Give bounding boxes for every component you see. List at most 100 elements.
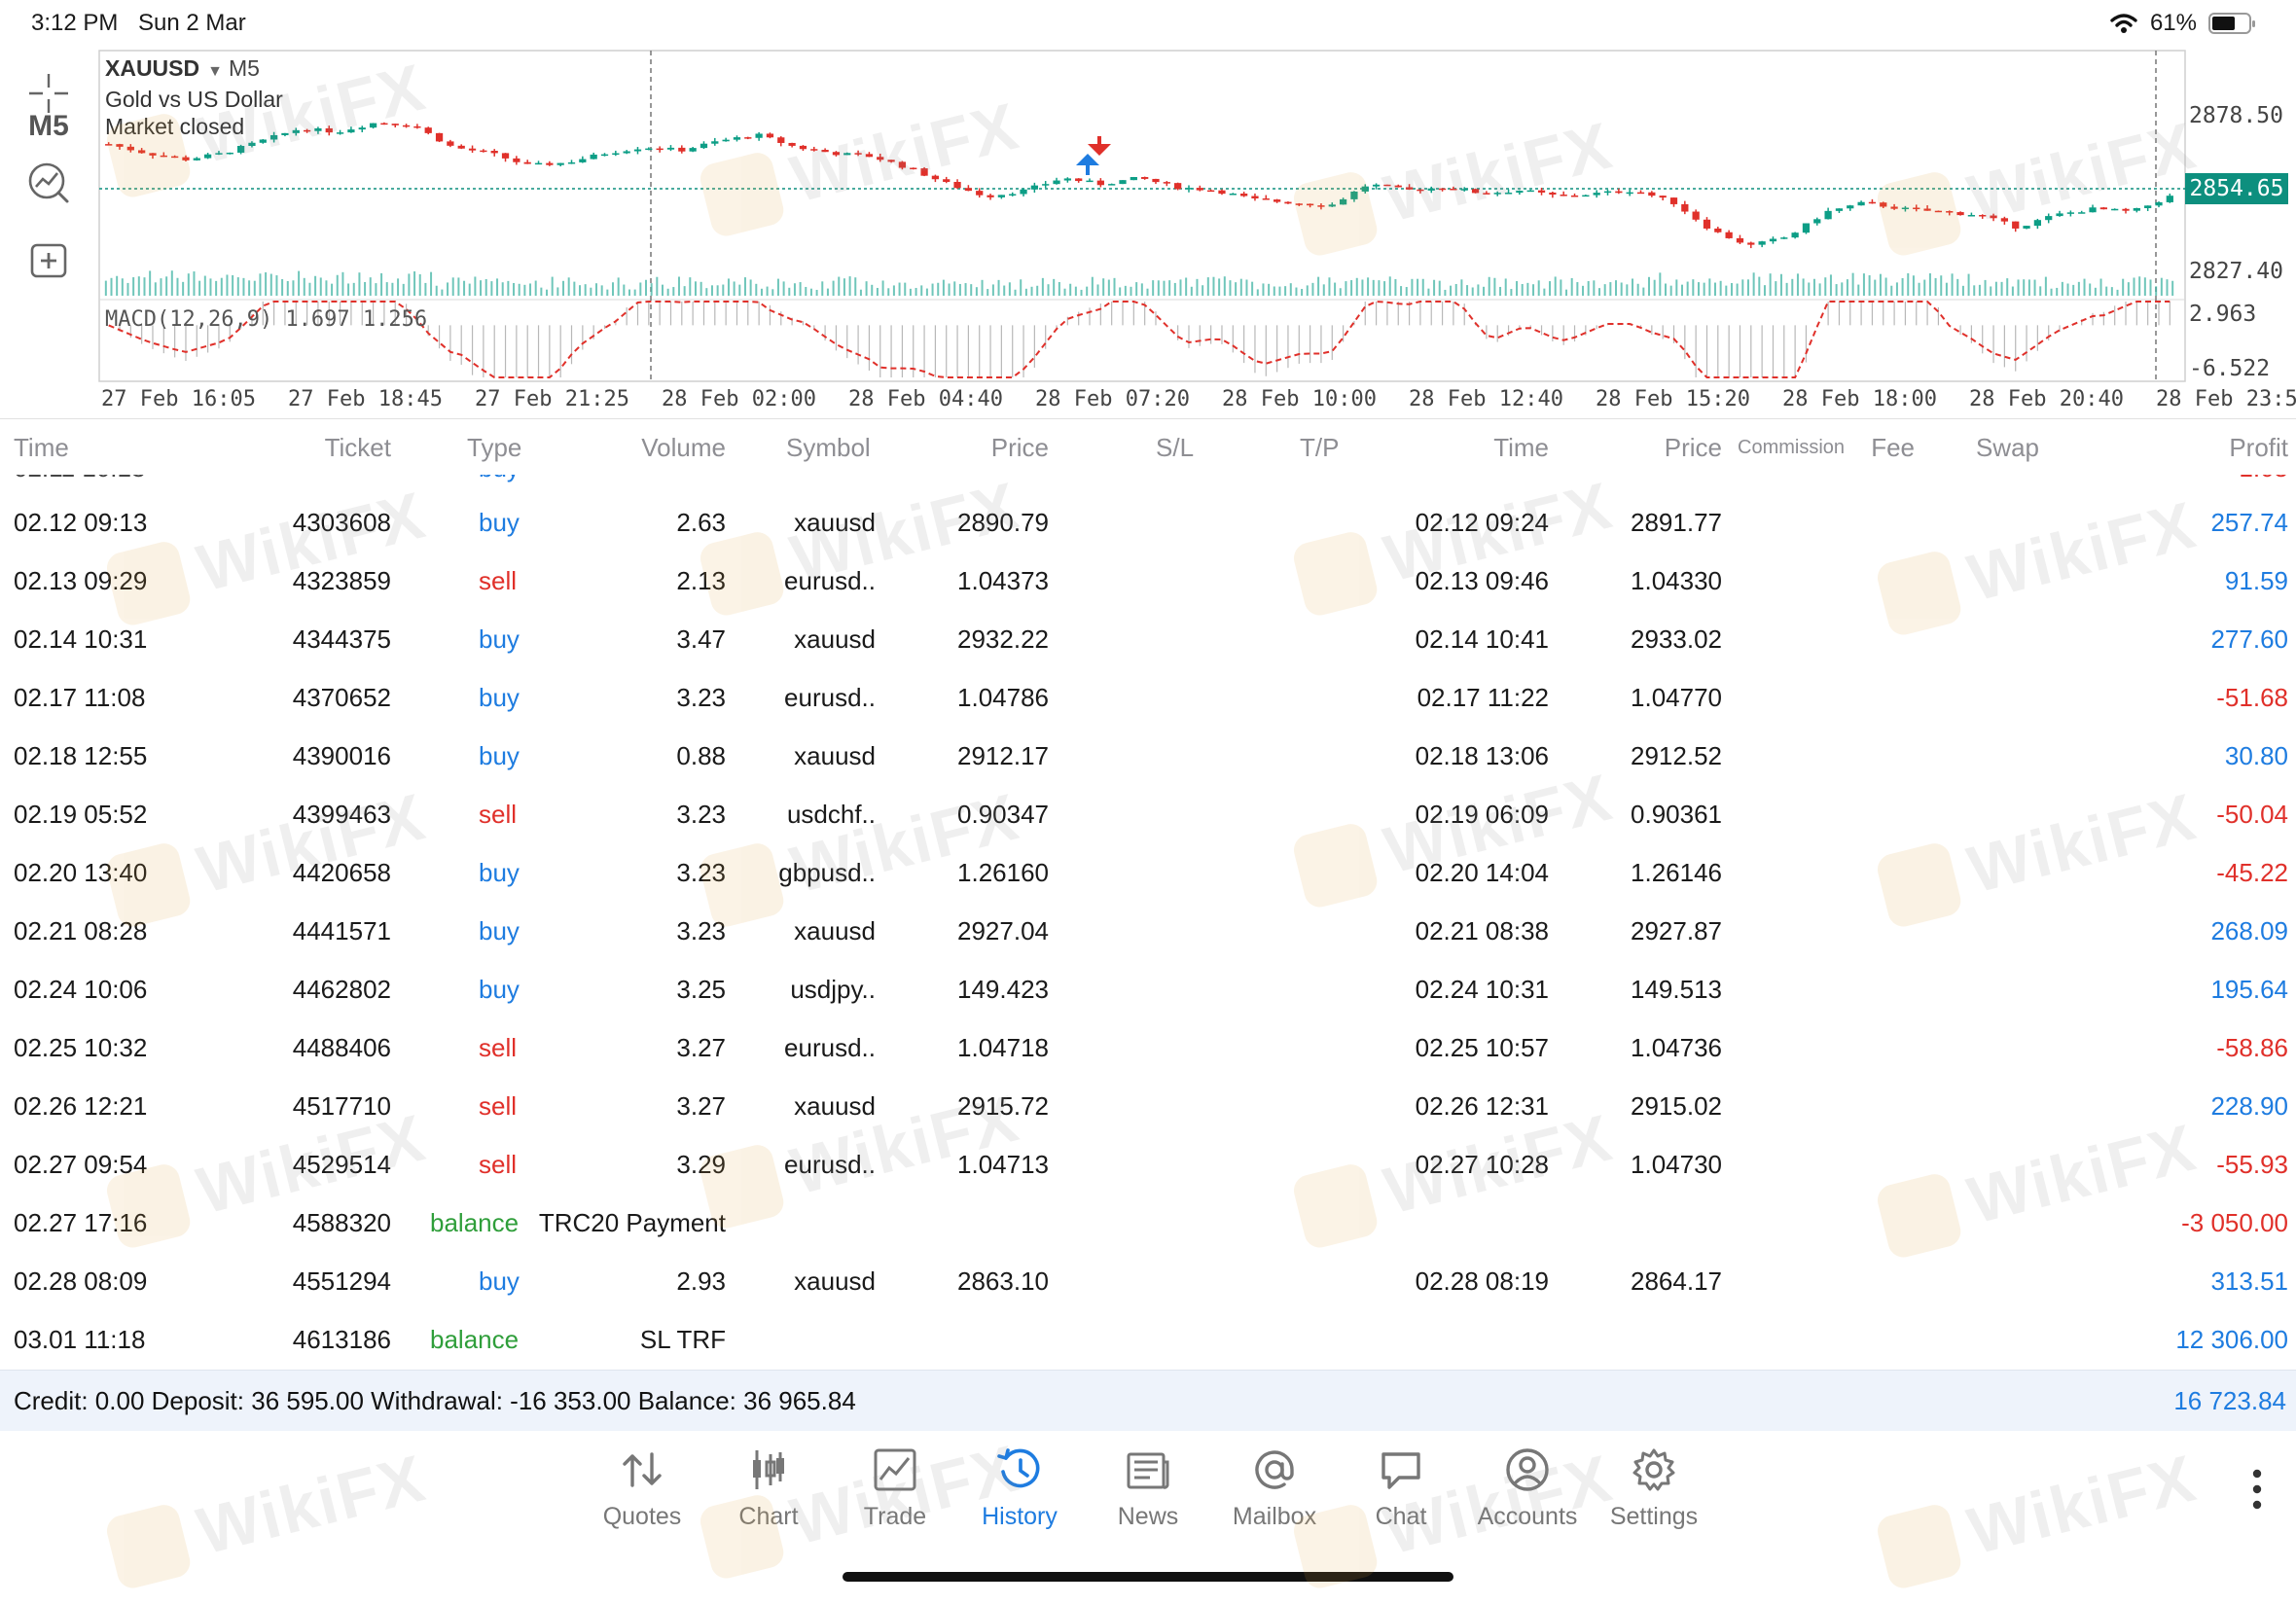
volume-bar bbox=[1202, 285, 1204, 296]
cell-price: 1.04786 bbox=[957, 683, 1049, 712]
volume-bar bbox=[1080, 289, 1083, 296]
battery-icon bbox=[2208, 13, 2255, 34]
cell-type: balance bbox=[430, 1325, 520, 1354]
tab-chat[interactable]: Chat bbox=[1343, 1446, 1459, 1531]
cell-close-time: 02.21 08:38 bbox=[1415, 916, 1549, 945]
volume-bar bbox=[887, 288, 890, 296]
volume-bar bbox=[358, 272, 361, 296]
volume-bar bbox=[187, 273, 190, 296]
volume-bar bbox=[1163, 280, 1166, 296]
volume-bar bbox=[1372, 279, 1375, 296]
cell-price: 2927.04 bbox=[957, 916, 1049, 945]
tab-settings[interactable]: Settings bbox=[1596, 1446, 1712, 1531]
chart-area[interactable]: M5 XAUUSD ▼ M5 Gold vs US D bbox=[0, 47, 2296, 418]
chart-symbol[interactable]: XAUUSD bbox=[105, 55, 200, 81]
candle-body bbox=[766, 133, 774, 138]
volume-bar bbox=[1582, 285, 1585, 296]
table-row[interactable]: 02.25 10:32 4488406 sell 3.27 eurusd.. 1.0471… bbox=[0, 1019, 2296, 1078]
volume-bar bbox=[2138, 276, 2141, 296]
table-row[interactable]: 02.27 09:54 4529514 sell 3.29 eurusd.. 1.0471… bbox=[0, 1136, 2296, 1195]
volume-bar bbox=[1339, 288, 1342, 296]
price-chart[interactable] bbox=[0, 47, 2296, 418]
candle-body bbox=[424, 127, 432, 133]
candle-body bbox=[1890, 206, 1898, 209]
table-row-partial[interactable]: 02.11 10:13 buy -1.05 bbox=[0, 475, 2296, 533]
tab-history[interactable]: History bbox=[961, 1446, 1078, 1531]
candle-body bbox=[1262, 198, 1270, 200]
table-row[interactable]: 02.26 12:21 4517710 sell 3.27 xauusd 2915.72 0… bbox=[0, 1078, 2296, 1136]
indicators-button[interactable] bbox=[21, 156, 76, 210]
cell-symbol: eurusd.. bbox=[784, 1033, 876, 1062]
candle-body bbox=[1075, 178, 1083, 182]
tab-accounts[interactable]: Accounts bbox=[1469, 1446, 1586, 1531]
volume-bar bbox=[248, 280, 251, 296]
volume-bar bbox=[2116, 289, 2119, 296]
candle-body bbox=[1009, 194, 1017, 196]
volume-bar bbox=[909, 288, 912, 296]
table-row[interactable]: 02.12 09:13 4303608 buy 2.63 xauusd 2890.79 02… bbox=[0, 494, 2296, 553]
time-axis-label: 28 Feb 04:40 bbox=[848, 387, 1003, 411]
history-table-body[interactable]: 02.11 10:13 buy -1.05 02.12 09:13 4303608… bbox=[0, 475, 2296, 1370]
candle-body bbox=[997, 195, 1006, 197]
home-indicator[interactable] bbox=[843, 1572, 1453, 1582]
table-row[interactable]: 02.19 05:52 4399463 sell 3.23 usdchf.. 0.9034… bbox=[0, 786, 2296, 844]
crosshair-button[interactable] bbox=[21, 66, 76, 121]
volume-bar bbox=[540, 287, 543, 296]
tab-quotes[interactable]: Quotes bbox=[584, 1446, 700, 1531]
tab-mailbox[interactable]: Mailbox bbox=[1216, 1446, 1333, 1531]
table-row[interactable]: 02.17 11:08 4370652 buy 3.23 eurusd.. 1.04786… bbox=[0, 669, 2296, 728]
volume-bar bbox=[110, 277, 113, 296]
table-row[interactable]: 02.27 17:16 4588320 balance -3 050.00 TRC20 … bbox=[0, 1195, 2296, 1253]
cell-price: 2863.10 bbox=[957, 1266, 1049, 1296]
volume-bar bbox=[2149, 279, 2152, 296]
volume-bar bbox=[953, 281, 956, 296]
symbol-dropdown-icon[interactable]: ▼ bbox=[207, 63, 223, 80]
candle-body bbox=[1769, 238, 1777, 242]
tab-news[interactable]: News bbox=[1090, 1446, 1206, 1531]
candle-body bbox=[1549, 192, 1557, 196]
volume-bar bbox=[1306, 285, 1309, 296]
table-row[interactable]: 02.20 13:40 4420658 buy 3.23 gbpusd.. 1.26160… bbox=[0, 844, 2296, 903]
volume-bar bbox=[1317, 276, 1320, 296]
cell-symbol: xauusd bbox=[794, 1266, 876, 1296]
timeframe-button[interactable]: M5 bbox=[21, 99, 76, 154]
cell-ticket: 4517710 bbox=[292, 1091, 391, 1121]
table-row[interactable]: 02.13 09:29 4323859 sell 2.13 eurusd.. 1.0437… bbox=[0, 553, 2296, 611]
volume-bar bbox=[617, 277, 620, 296]
volume-bar bbox=[1378, 280, 1381, 296]
table-row[interactable]: 02.14 10:31 4344375 buy 3.47 xauusd 2932.22 02… bbox=[0, 611, 2296, 669]
candle-body bbox=[1306, 203, 1314, 206]
volume-bar bbox=[2056, 287, 2059, 296]
cell-price: 2932.22 bbox=[957, 624, 1049, 654]
cell-price: 0.90347 bbox=[957, 800, 1049, 829]
news-icon bbox=[1127, 1452, 1169, 1489]
cell-type: buy bbox=[479, 916, 520, 945]
volume-bar bbox=[2017, 279, 2020, 296]
table-row[interactable]: 03.01 11:18 4613186 balance 12 306.00 SL TRF bbox=[0, 1311, 2296, 1370]
more-options-button[interactable] bbox=[2238, 1460, 2277, 1518]
candle-body bbox=[1251, 196, 1259, 199]
volume-bar bbox=[1096, 284, 1099, 296]
candle-body bbox=[1526, 190, 1534, 193]
volume-bar bbox=[1185, 277, 1188, 296]
candle-body bbox=[2078, 212, 2086, 214]
cell-close-price: 149.513 bbox=[1631, 975, 1722, 1004]
cell-volume: 2.93 bbox=[676, 1266, 726, 1296]
candle-body bbox=[931, 175, 940, 180]
table-row[interactable]: 02.24 10:06 4462802 buy 3.25 usdjpy.. 149.423… bbox=[0, 961, 2296, 1019]
volume-bar bbox=[1008, 282, 1011, 296]
cell-close-time: 02.12 09:24 bbox=[1415, 508, 1549, 537]
volume-bar bbox=[132, 277, 135, 296]
tab-chart[interactable]: Chart bbox=[710, 1446, 827, 1531]
volume-bar bbox=[573, 281, 576, 296]
table-row[interactable]: 02.28 08:09 4551294 buy 2.93 xauusd 2863.10 02… bbox=[0, 1253, 2296, 1311]
table-row[interactable]: 02.21 08:28 4441571 buy 3.23 xauusd 2927.04 02… bbox=[0, 903, 2296, 961]
cell-price: 1.04718 bbox=[957, 1033, 1049, 1062]
table-row[interactable]: 02.18 12:55 4390016 buy 0.88 xauusd 2912.17 02… bbox=[0, 728, 2296, 786]
candle-body bbox=[1913, 207, 1920, 210]
volume-bar bbox=[408, 273, 411, 296]
add-object-button[interactable] bbox=[21, 233, 76, 288]
tab-trade[interactable]: Trade bbox=[837, 1446, 953, 1531]
volume-bar bbox=[1499, 286, 1502, 296]
macd-axis-label: -6.522 bbox=[2189, 356, 2271, 381]
